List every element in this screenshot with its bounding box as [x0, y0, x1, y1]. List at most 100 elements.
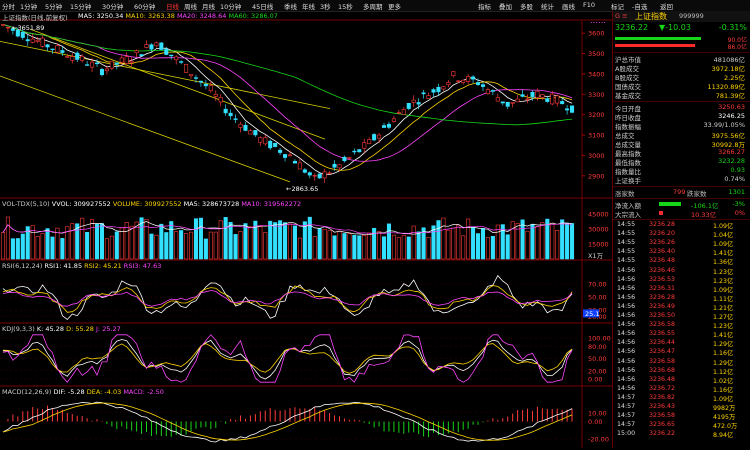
- volume-bar: [540, 222, 545, 260]
- legend-item: D: 55.28: [66, 325, 97, 333]
- candle-body: [441, 86, 446, 90]
- volume-bar: [164, 232, 169, 260]
- candle-body: [144, 44, 149, 48]
- candle-body: [535, 91, 540, 98]
- period-item[interactable]: 10分钟: [220, 3, 242, 11]
- period-item[interactable]: 15分钟: [70, 3, 92, 11]
- period-item[interactable]: 更多: [388, 3, 401, 11]
- down-count: 1301: [728, 188, 745, 196]
- candle-body: [179, 61, 184, 63]
- volume-bar: [550, 222, 555, 260]
- flow-bar1-label: 90.0亿: [727, 37, 747, 44]
- candle-body: [60, 50, 65, 53]
- volume-bar: [268, 220, 273, 260]
- period-item[interactable]: 3秒: [320, 3, 331, 11]
- kline-chart[interactable]: 3600 3500 3400 3300 3200 3100 3000 2900 45000 300…: [0, 11, 612, 448]
- candle-body: [10, 28, 15, 31]
- volume-bar: [139, 217, 144, 260]
- candle-body: [119, 57, 124, 63]
- toolbar-action[interactable]: 统计: [541, 3, 554, 11]
- toolbar-action[interactable]: 叠加: [499, 3, 512, 11]
- candle-body: [164, 48, 169, 55]
- period-item[interactable]: 30分钟: [102, 3, 124, 11]
- period-item[interactable]: 5分钟: [45, 3, 63, 11]
- period-item[interactable]: 年线: [302, 3, 315, 11]
- osc-tick-label: -20.00: [588, 436, 609, 444]
- candle-body: [129, 60, 134, 63]
- period-item[interactable]: 季线: [284, 3, 297, 11]
- tick-time: 14:56: [617, 321, 636, 329]
- toolbar-action[interactable]: -自选: [632, 3, 648, 11]
- volume-bar: [90, 219, 95, 260]
- period-item[interactable]: 月线: [202, 3, 215, 11]
- toolbar-action[interactable]: 返回: [660, 3, 673, 11]
- tick-volume: 1.36亿: [713, 259, 734, 267]
- candle-body: [45, 44, 50, 48]
- tick-time: 14:55: [617, 257, 636, 265]
- tick-volume: 1.23亿: [713, 323, 734, 331]
- rsi-legend: RSI(6,12,24) RSI1: 41.85 RSI2: 45.21 RSI…: [2, 262, 161, 270]
- tick-row: 14:56 3236.58 1.29亿: [613, 358, 747, 367]
- flow-mini-bar: [659, 202, 681, 206]
- period-item[interactable]: 周线: [184, 3, 197, 11]
- volume-bar: [30, 225, 35, 260]
- candle-body: [565, 108, 570, 111]
- stat-row: A股成交 3972.18亿: [615, 63, 749, 73]
- tick-volume: 4195万: [713, 414, 736, 422]
- tick-volume: 1.29亿: [713, 359, 734, 367]
- period-item[interactable]: 多周期: [363, 3, 383, 11]
- candle-body: [322, 171, 327, 179]
- period-item[interactable]: 1分钟: [20, 3, 38, 11]
- quote-panel: G ≡ 上证指数 999999 3236.22 ▼-10.03 -0.31% 9…: [612, 11, 750, 448]
- period-item[interactable]: 分时: [2, 3, 15, 11]
- stat-value: 481086亿: [713, 56, 745, 64]
- volume-bar: [367, 232, 372, 260]
- tick-price: 3236.48: [649, 257, 676, 265]
- osc-tick-label: 100.00: [588, 335, 611, 343]
- toolbar-action[interactable]: F10: [583, 1, 596, 9]
- candle-body: [515, 98, 520, 103]
- volume-bar: [461, 235, 466, 260]
- volume-bar: [456, 224, 461, 260]
- kdj-j-line: [2, 334, 573, 383]
- volume-bar: [109, 235, 114, 260]
- period-item[interactable]: 日线: [166, 3, 179, 11]
- tick-volume: 1.11亿: [713, 295, 734, 303]
- tick-row: 14:56 3236.68 1.12亿: [613, 367, 747, 376]
- legend-item: RSI1: 41.85: [44, 262, 85, 270]
- tick-price: 3236.46: [649, 266, 676, 274]
- legend-item: RSI3: 47.63: [123, 262, 162, 270]
- stat-value: 3250.63: [718, 103, 745, 111]
- tick-price: 3236.28: [649, 221, 676, 228]
- volume-bar: [208, 231, 213, 260]
- rsi-marker-box: [583, 309, 599, 318]
- stat-row: 昨日收盘 3246.25: [615, 112, 749, 122]
- period-item[interactable]: 15秒: [338, 3, 353, 11]
- legend-item: RSI2: 45.21: [84, 262, 124, 270]
- volume-bar: [431, 225, 436, 260]
- kline-chart-area[interactable]: 3600 3500 3400 3300 3200 3100 3000 2900 45000 300…: [0, 11, 612, 448]
- stat-label: 指数量比: [615, 168, 641, 176]
- volume-bar: [184, 233, 189, 260]
- candle-body: [223, 108, 228, 114]
- stat-row: 总成交量 30992.8万: [615, 139, 749, 149]
- period-item[interactable]: 60分钟: [134, 3, 156, 11]
- candle-body: [273, 142, 278, 147]
- toolbar-action[interactable]: 画线: [562, 3, 575, 11]
- panel-header: G ≡ 上证指数 999999: [613, 11, 750, 22]
- stat-value: 0.74%: [724, 175, 745, 183]
- stat-label: 昨日收盘: [615, 114, 641, 122]
- tick-time: 14:56: [617, 366, 636, 374]
- tick-price: 3236.48: [649, 375, 676, 383]
- rsi-marker-label: 25.1: [585, 310, 599, 318]
- toolbar-action[interactable]: 多股: [520, 3, 533, 11]
- toolbar-action[interactable]: 指标: [478, 3, 491, 11]
- volume-ma-line: [2, 223, 573, 234]
- toolbar-action[interactable]: 标记: [611, 3, 624, 11]
- tick-row: 14:55 3236.26 1.09亿: [613, 239, 747, 248]
- volume-bar: [0, 232, 6, 260]
- candle-body: [278, 149, 283, 153]
- stat-row: 基金成交 781.39亿: [615, 90, 749, 100]
- period-item[interactable]: 45日线: [252, 3, 274, 11]
- price-tick-label: 3200: [588, 111, 605, 119]
